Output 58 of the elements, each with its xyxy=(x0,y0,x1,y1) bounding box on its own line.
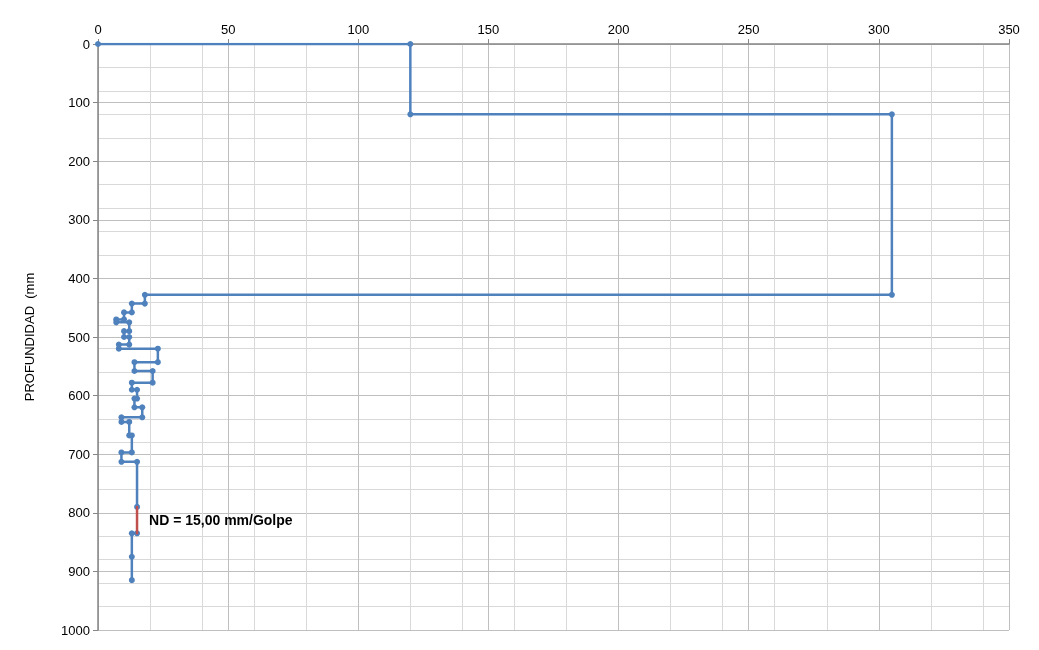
point xyxy=(407,111,414,118)
x-tick-label: 150 xyxy=(477,22,500,37)
y-tick-label: 300 xyxy=(68,212,90,228)
y-tick-label: 900 xyxy=(68,563,90,579)
y-tick-label: 0 xyxy=(82,36,90,52)
annotation: ND = 15,00 mm/Golpe xyxy=(149,511,293,528)
point xyxy=(126,341,133,348)
y-tick-label: 200 xyxy=(68,153,90,169)
x-tick-label: 350 xyxy=(998,22,1020,37)
x-tick-label: 200 xyxy=(607,22,630,37)
point xyxy=(888,291,895,298)
x-tick-label: 300 xyxy=(868,22,890,37)
point xyxy=(121,309,128,316)
point xyxy=(134,386,141,393)
point xyxy=(126,334,133,340)
y-axis-title: PROFUNDIDAD (mm xyxy=(22,272,37,402)
y-tick-label: 800 xyxy=(68,505,90,521)
point xyxy=(126,418,133,425)
point xyxy=(149,367,156,374)
x-tick-label: 50 xyxy=(220,22,236,37)
y-tick-label: 400 xyxy=(68,270,90,286)
point xyxy=(131,359,138,366)
point xyxy=(128,386,135,393)
point xyxy=(118,449,125,456)
point xyxy=(128,530,135,537)
point xyxy=(128,577,135,584)
point xyxy=(128,309,135,316)
x-tick-label: 100 xyxy=(347,22,370,37)
point xyxy=(128,379,135,386)
y-tick-label: 500 xyxy=(68,329,90,345)
point xyxy=(141,291,148,298)
point xyxy=(139,414,146,421)
point xyxy=(128,449,135,456)
point xyxy=(115,345,122,352)
y-tick-label: 700 xyxy=(68,446,90,462)
point xyxy=(154,345,161,352)
point xyxy=(888,111,895,118)
point xyxy=(154,359,161,366)
point xyxy=(139,404,146,411)
point xyxy=(149,379,156,386)
point xyxy=(126,319,133,326)
y-tick-label: 600 xyxy=(68,388,90,404)
point xyxy=(134,458,141,465)
point xyxy=(121,334,128,340)
x-tick-label: 250 xyxy=(737,22,760,37)
point xyxy=(131,404,138,411)
point xyxy=(128,300,135,307)
point xyxy=(118,418,125,425)
point xyxy=(126,328,133,335)
x-tick-label: 0 xyxy=(94,22,102,37)
point xyxy=(128,553,135,560)
y-tick-label: 100 xyxy=(68,95,90,111)
point xyxy=(407,41,414,47)
point xyxy=(121,328,128,335)
y-tick-label: 1000 xyxy=(61,622,90,638)
point xyxy=(131,367,138,374)
point xyxy=(141,300,148,307)
point xyxy=(118,458,125,465)
